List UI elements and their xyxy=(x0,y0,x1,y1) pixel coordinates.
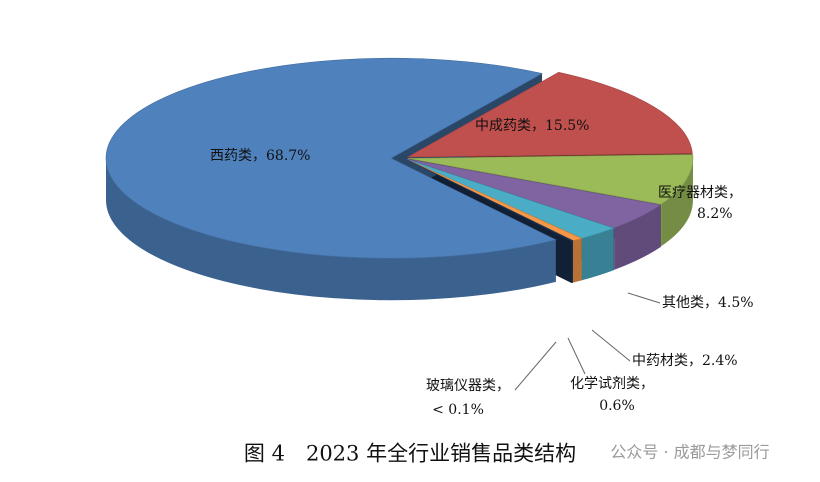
data-label-value: 8.2% xyxy=(697,206,733,222)
pie-slice xyxy=(407,154,694,205)
data-label-category: 中成药类， xyxy=(475,118,545,134)
slice-walls xyxy=(106,158,693,301)
slice-outer-side xyxy=(573,238,582,283)
slice-outer-side xyxy=(614,204,661,270)
slice-outer-side xyxy=(581,228,614,281)
watermark: 公众号 · 成都与梦同行 xyxy=(610,443,769,462)
chart-title: 图 4 2023 年全行业销售品类结构 xyxy=(244,442,576,466)
data-label-category: 玻璃仪器类， xyxy=(426,377,510,394)
data-label: 其他类，4.5% xyxy=(662,295,754,311)
leader-line xyxy=(591,329,631,362)
pie-slice xyxy=(105,57,557,259)
data-label-category: 西药类， xyxy=(210,148,266,164)
leader-line xyxy=(514,341,557,391)
leader-line xyxy=(567,337,586,375)
pie-slice xyxy=(407,158,662,229)
pie-slice xyxy=(406,159,574,242)
data-label-value: < 0.1% xyxy=(432,402,484,418)
data-label: 西药类，68.7% xyxy=(210,148,310,164)
data-label-category: 化学试剂类， xyxy=(570,376,654,392)
leader-line xyxy=(627,292,661,304)
data-label-value: 2.4% xyxy=(702,353,738,369)
slice-tops xyxy=(105,57,694,259)
data-label-value: 0.6% xyxy=(599,398,635,414)
slice-outer-side xyxy=(106,158,556,301)
data-label: 中成药类，15.5% xyxy=(475,118,589,134)
data-label: 中药材类，2.4% xyxy=(632,353,738,369)
data-label-value: 68.7% xyxy=(266,148,310,164)
data-label-value: 15.5% xyxy=(545,118,589,134)
slice-outer-side xyxy=(661,158,693,247)
slice-outer-side xyxy=(571,240,573,284)
data-label-category: 医疗器材类， xyxy=(658,185,742,201)
data-label-value: 4.5% xyxy=(718,295,754,311)
pie-slice xyxy=(407,71,693,158)
data-label-category: 中药材类， xyxy=(632,353,702,369)
data-label-category: 其他类， xyxy=(662,295,718,311)
